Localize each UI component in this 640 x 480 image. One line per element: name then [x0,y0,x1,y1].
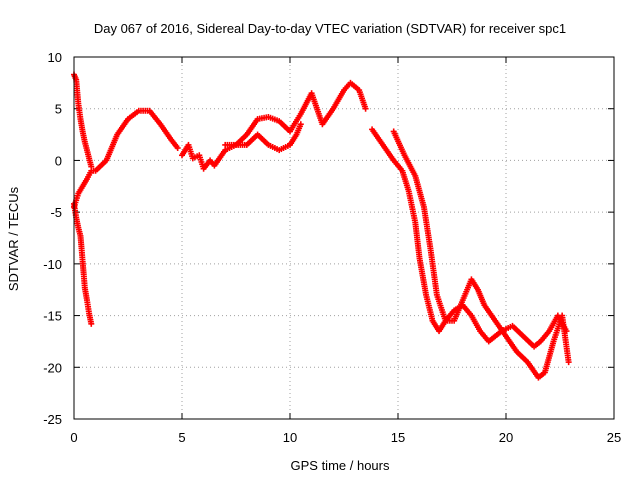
x-tick-label: 10 [283,430,297,445]
y-tick-label: -15 [43,309,62,324]
y-tick-label: -5 [50,205,62,220]
data-point [565,359,572,366]
x-tick-label: 15 [391,430,405,445]
y-tick-label: -10 [43,257,62,272]
y-axis-label: SDTVAR / TECUs [6,186,21,291]
y-tick-label: -25 [43,412,62,427]
data-point [362,105,369,112]
data-points [71,71,572,381]
x-tick-label: 20 [499,430,513,445]
x-tick-label: 5 [178,430,185,445]
chart-title: Day 067 of 2016, Sidereal Day-to-day VTE… [94,21,566,36]
data-point [297,121,304,128]
y-tick-label: 10 [48,50,62,65]
data-point [88,320,95,327]
y-tick-label: 5 [55,102,62,117]
x-axis-label: GPS time / hours [291,458,390,473]
plot-border [73,56,615,420]
y-tick-label: -20 [43,360,62,375]
grid [74,57,614,419]
data-point [174,145,181,152]
y-tick-label: 0 [55,153,62,168]
x-tick-label: 0 [70,430,77,445]
x-tick-label: 25 [607,430,621,445]
